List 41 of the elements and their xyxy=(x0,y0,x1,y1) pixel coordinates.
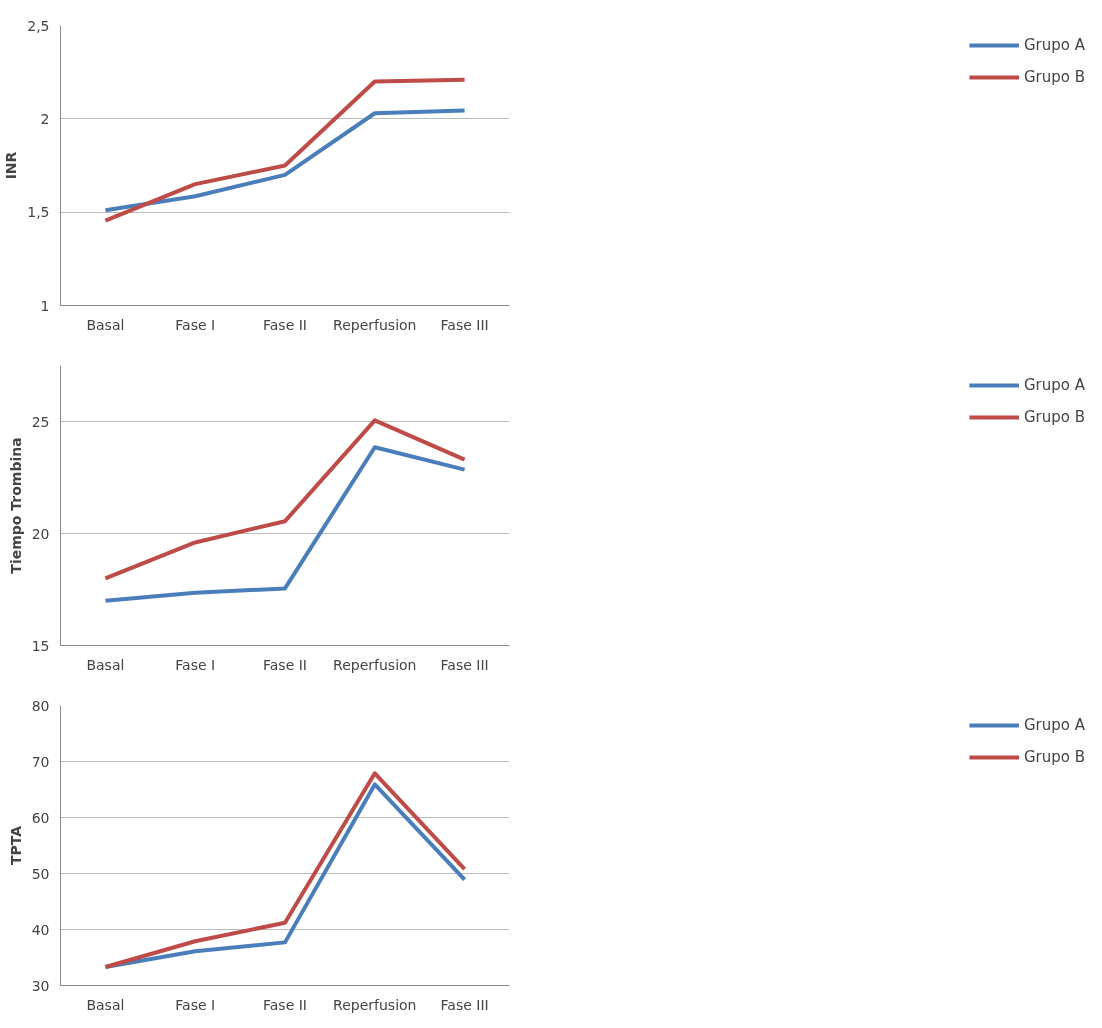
legend-label: Grupo A xyxy=(1023,716,1085,734)
line-series xyxy=(103,445,467,603)
y-tick-label: 60 xyxy=(31,809,50,826)
x-tick-label: Fase III xyxy=(440,316,489,333)
x-tick-label: Fase I xyxy=(175,656,216,673)
y-tick-label: 15 xyxy=(31,637,50,654)
x-tick-label: Fase II xyxy=(263,996,307,1013)
line-series xyxy=(103,77,467,223)
x-tick-label: Reperfusion xyxy=(333,316,417,333)
line-series xyxy=(103,108,467,213)
y-tick-label: 30 xyxy=(31,977,50,994)
x-tick-label: Fase I xyxy=(175,996,216,1013)
y-tick-label: 70 xyxy=(31,753,50,770)
line-series xyxy=(103,418,467,581)
legend-label: Grupo B xyxy=(1023,68,1085,86)
x-tick-label: Basal xyxy=(86,316,125,333)
x-tick-label: Reperfusion xyxy=(333,996,417,1013)
y-axis-title: Tiempo Trombina xyxy=(7,437,24,574)
y-tick-label: 50 xyxy=(31,865,50,882)
x-tick-label: Fase III xyxy=(440,996,489,1013)
y-axis-title: TPTA xyxy=(7,825,24,866)
x-tick-label: Fase I xyxy=(175,316,216,333)
legend-label: Grupo B xyxy=(1023,748,1085,766)
x-tick-label: Reperfusion xyxy=(333,656,417,673)
y-tick-label: 2,5 xyxy=(27,17,50,34)
y-tick-label: 20 xyxy=(31,525,50,542)
y-tick-label: 80 xyxy=(31,697,50,714)
y-tick-label: 1 xyxy=(40,297,50,314)
y-axis-title: INR xyxy=(3,151,20,180)
legend-label: Grupo B xyxy=(1023,408,1085,426)
x-tick-label: Basal xyxy=(86,656,125,673)
y-tick-label: 25 xyxy=(31,413,50,430)
legend-label: Grupo A xyxy=(1023,376,1085,394)
x-tick-label: Fase II xyxy=(263,656,307,673)
y-tick-label: 40 xyxy=(31,921,50,938)
y-tick-label: 1,5 xyxy=(27,204,50,221)
x-tick-label: Fase III xyxy=(440,656,489,673)
legend-label: Grupo A xyxy=(1023,36,1085,54)
x-tick-label: Fase II xyxy=(263,316,307,333)
x-tick-label: Basal xyxy=(86,996,125,1013)
y-tick-label: 2 xyxy=(40,110,50,127)
